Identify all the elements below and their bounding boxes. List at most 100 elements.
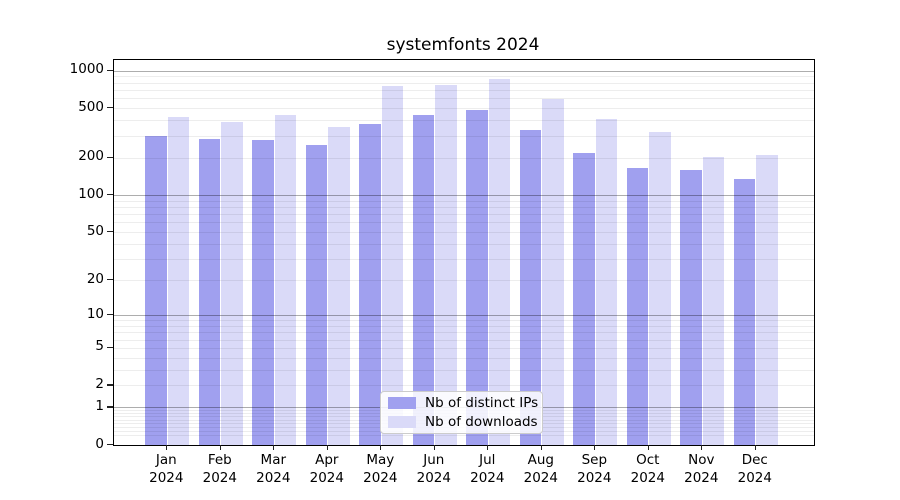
x-axis-tick bbox=[647, 445, 649, 450]
bar-downloads-aug bbox=[542, 99, 564, 445]
bar-distinct-ips-jan bbox=[145, 135, 167, 445]
x-tick-label: Jan 2024 bbox=[134, 452, 198, 487]
x-axis-tick bbox=[166, 445, 168, 450]
y-tick-label: 10 bbox=[86, 305, 104, 322]
minor-gridline bbox=[114, 347, 814, 349]
y-axis-tick bbox=[107, 444, 113, 446]
bar-distinct-ips-mar bbox=[252, 140, 274, 445]
bar-downloads-nov bbox=[702, 156, 725, 445]
minor-gridline bbox=[114, 325, 814, 327]
minor-gridline bbox=[114, 214, 814, 216]
minor-gridline bbox=[114, 357, 814, 359]
bar-downloads-feb bbox=[221, 121, 243, 445]
minor-gridline bbox=[114, 200, 814, 202]
x-tick-year: 2024 bbox=[309, 469, 344, 486]
legend: Nb of distinct IPs Nb of downloads bbox=[380, 391, 543, 434]
bar-distinct-ips-may bbox=[359, 123, 381, 445]
y-axis-tick bbox=[107, 231, 113, 233]
x-tick-label: Jun 2024 bbox=[402, 452, 466, 487]
y-axis-tick bbox=[107, 346, 113, 349]
x-tick-year: 2024 bbox=[149, 469, 184, 486]
minor-gridline bbox=[114, 332, 814, 334]
y-axis-tick bbox=[107, 406, 113, 408]
minor-gridline bbox=[114, 232, 814, 234]
minor-gridline bbox=[114, 320, 814, 322]
minor-gridline bbox=[114, 369, 814, 371]
x-axis-tick bbox=[594, 445, 596, 450]
bar-distinct-ips-feb bbox=[198, 139, 221, 445]
y-axis-tick bbox=[107, 194, 113, 196]
bar-distinct-ips-aug bbox=[519, 130, 542, 445]
x-axis-tick bbox=[380, 445, 382, 450]
minor-gridline bbox=[114, 135, 814, 137]
minor-gridline bbox=[114, 98, 814, 100]
bar-downloads-jul bbox=[488, 79, 511, 445]
minor-gridline bbox=[114, 243, 814, 245]
x-tick-year: 2024 bbox=[684, 469, 719, 486]
bar-distinct-ips-jul bbox=[466, 110, 488, 445]
x-axis-tick bbox=[219, 445, 221, 450]
minor-gridline bbox=[114, 385, 814, 387]
minor-gridline bbox=[114, 280, 814, 282]
bar-downloads-dec bbox=[756, 155, 778, 445]
x-tick-year: 2024 bbox=[523, 469, 558, 486]
y-tick-label: 500 bbox=[78, 98, 104, 115]
y-tick-label: 50 bbox=[86, 222, 104, 239]
bar-downloads-may bbox=[381, 86, 404, 445]
bar-downloads-oct bbox=[649, 131, 671, 445]
major-gridline bbox=[114, 195, 814, 196]
minor-gridline bbox=[114, 90, 814, 92]
x-tick-label: Apr 2024 bbox=[295, 452, 359, 487]
x-tick-label: Aug 2024 bbox=[509, 452, 573, 487]
legend-item: Nb of distinct IPs bbox=[388, 395, 538, 411]
y-tick-label: 2 bbox=[95, 375, 104, 392]
minor-gridline bbox=[114, 258, 814, 260]
bar-downloads-jun bbox=[435, 85, 457, 445]
legend-item: Nb of downloads bbox=[388, 414, 538, 430]
x-axis-tick bbox=[540, 445, 542, 450]
x-tick-year: 2024 bbox=[256, 469, 291, 486]
x-tick-label: May 2024 bbox=[348, 452, 412, 487]
y-tick-label: 1000 bbox=[69, 61, 104, 78]
x-tick-label: Mar 2024 bbox=[241, 452, 305, 487]
major-gridline bbox=[114, 70, 814, 72]
minor-gridline bbox=[114, 339, 814, 341]
x-tick-label: Oct 2024 bbox=[616, 452, 680, 487]
y-tick-label: 200 bbox=[78, 148, 104, 165]
bar-distinct-ips-nov bbox=[680, 170, 702, 445]
y-axis-tick bbox=[107, 314, 113, 316]
x-tick-label: Nov 2024 bbox=[669, 452, 733, 487]
bar-distinct-ips-jun bbox=[412, 115, 435, 445]
y-axis-tick bbox=[107, 107, 113, 109]
x-axis-tick bbox=[273, 445, 275, 450]
minor-gridline bbox=[114, 435, 814, 437]
x-tick-label: Dec 2024 bbox=[723, 452, 787, 487]
bar-downloads-jan bbox=[167, 116, 190, 445]
bar-distinct-ips-sep bbox=[573, 152, 595, 445]
minor-gridline bbox=[114, 120, 814, 122]
plot-area bbox=[113, 59, 815, 446]
x-axis-tick bbox=[701, 445, 703, 450]
x-axis-tick bbox=[754, 445, 756, 450]
x-tick-year: 2024 bbox=[470, 469, 505, 486]
minor-gridline bbox=[114, 82, 814, 84]
x-tick-year: 2024 bbox=[630, 469, 665, 486]
minor-gridline bbox=[114, 157, 814, 159]
y-axis-tick bbox=[107, 384, 113, 386]
y-axis-tick bbox=[107, 279, 113, 281]
y-tick-label: 1 bbox=[95, 397, 104, 414]
y-tick-label: 5 bbox=[95, 338, 104, 355]
x-tick-year: 2024 bbox=[363, 469, 398, 486]
x-axis-tick bbox=[326, 445, 328, 450]
y-tick-label: 20 bbox=[86, 270, 104, 287]
chart-title: systemfonts 2024 bbox=[386, 35, 540, 55]
bar-distinct-ips-dec bbox=[733, 178, 756, 445]
x-tick-year: 2024 bbox=[416, 469, 451, 486]
x-tick-year: 2024 bbox=[577, 469, 612, 486]
x-axis-tick bbox=[433, 445, 435, 450]
y-tick-label: 0 bbox=[95, 435, 104, 452]
y-tick-label: 100 bbox=[78, 185, 104, 202]
legend-swatch-distinct-ips bbox=[388, 397, 416, 410]
y-axis-tick bbox=[107, 69, 113, 71]
x-tick-year: 2024 bbox=[737, 469, 772, 486]
